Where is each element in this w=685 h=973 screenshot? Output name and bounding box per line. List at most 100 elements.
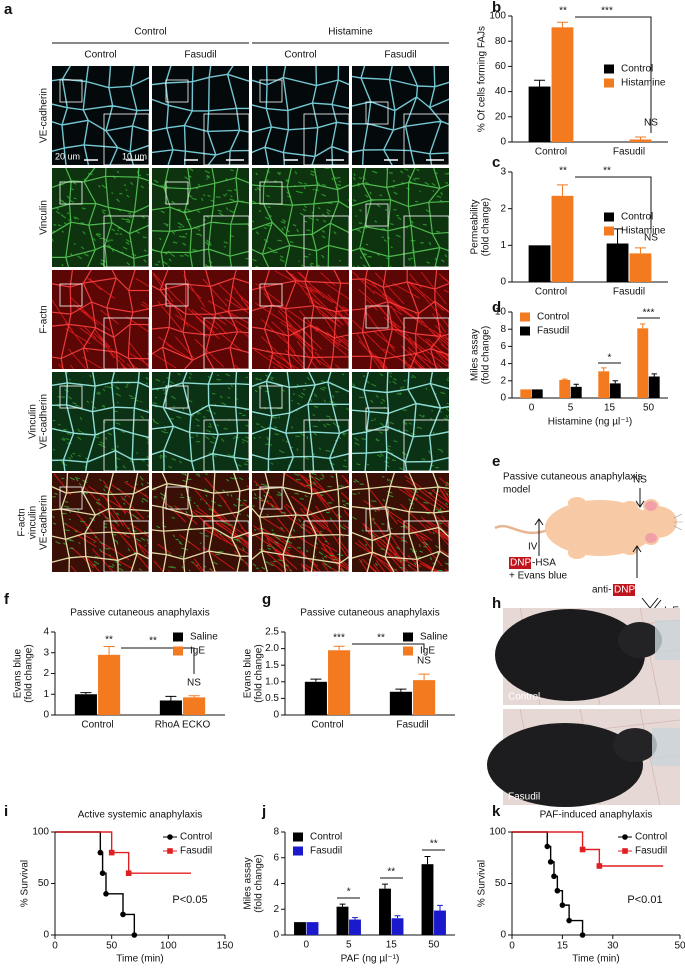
y-tick-label: 40 <box>495 86 507 97</box>
inset-box <box>59 283 83 307</box>
inset <box>203 419 249 471</box>
micrograph-signal <box>252 473 349 572</box>
marker <box>554 887 561 894</box>
inset-box <box>259 486 283 510</box>
y-tick-label: 3 <box>43 647 49 658</box>
inset <box>203 215 249 267</box>
micrograph-signal <box>352 271 449 369</box>
photo-tube <box>652 728 680 766</box>
micrograph <box>352 168 449 267</box>
micrograph-signal <box>252 66 349 165</box>
legend-label: IgE <box>190 646 205 657</box>
y-axis-label: (fold change) <box>254 854 265 912</box>
micrograph-signal <box>352 270 449 369</box>
panel-letter: e <box>492 453 500 470</box>
error-bar <box>651 373 657 377</box>
y-tick-label: 60 <box>495 61 507 72</box>
significance-bracket <box>575 176 652 229</box>
y-tick-label: 50 <box>38 878 50 889</box>
antibody-prefix: anti- <box>592 585 611 596</box>
legend-label: Fasudil <box>310 846 342 857</box>
photo-label: Control <box>508 692 540 703</box>
photo-mouse <box>495 609 645 701</box>
y-tick-label: 8 <box>500 324 506 335</box>
group-header: Control <box>134 27 166 38</box>
panel-e: e Passive cutaneous anaphylaxis model NS… <box>492 453 683 620</box>
micrograph-signal <box>252 473 349 572</box>
micrograph-signal <box>52 270 149 369</box>
marker <box>579 846 586 853</box>
micrograph <box>352 270 449 369</box>
y-tick-label: 0.5 <box>265 693 279 704</box>
x-tick-label: 50 <box>643 403 655 414</box>
micrograph-signal <box>252 168 349 267</box>
y-axis-label: % Survival <box>477 860 488 907</box>
significance: ** <box>430 839 438 850</box>
legend-swatch <box>520 326 530 336</box>
micrograph <box>152 168 249 267</box>
y-tick-label: 8 <box>273 827 279 838</box>
y-tick-label: 0 <box>43 930 49 941</box>
significance: NS <box>644 233 658 244</box>
inset-box <box>259 385 283 409</box>
micrograph-signal <box>152 473 249 572</box>
y-axis-label: Evans blue <box>13 648 24 698</box>
y-tick-label: 100 <box>489 827 506 838</box>
mouse-leg <box>568 547 586 559</box>
bar <box>609 383 621 398</box>
legend-label: Histamine <box>621 226 666 237</box>
error-bar <box>339 903 346 907</box>
legend-swatch <box>520 312 530 322</box>
chart-title: PAF-induced anaphylaxis <box>540 810 653 821</box>
inset <box>403 113 449 165</box>
marker <box>97 849 104 856</box>
significance: ** <box>603 166 611 177</box>
panel-letter: d <box>492 299 501 316</box>
significance: ** <box>105 635 113 646</box>
panel-title: model <box>503 485 530 496</box>
inset <box>103 520 149 572</box>
error-bar <box>188 695 200 698</box>
marker <box>566 917 572 924</box>
mouse-leg <box>622 545 638 555</box>
significance: ** <box>559 6 567 17</box>
bar <box>520 389 532 398</box>
significance: ** <box>377 633 385 644</box>
inset <box>403 215 449 267</box>
y-axis-label: % Of cells forming FAJs <box>477 26 488 132</box>
panel-letter: b <box>492 0 501 16</box>
legend-label: Control <box>635 832 667 843</box>
y-tick-label: 6 <box>273 852 279 863</box>
legend-label: Fasudil <box>180 846 212 857</box>
inset <box>403 419 449 471</box>
bar <box>389 691 412 715</box>
mouse-body <box>545 500 655 556</box>
mouse-tail <box>494 524 549 535</box>
bar <box>629 253 652 282</box>
bar <box>598 371 610 398</box>
x-axis-label: Histamine (ng µl⁻¹) <box>548 417 632 428</box>
antigen-box <box>509 557 531 569</box>
micrograph-signal <box>152 168 249 267</box>
error-bar <box>534 79 545 87</box>
y-tick-label: 2 <box>500 375 506 386</box>
route-label: IV <box>528 542 538 553</box>
bar <box>294 922 306 935</box>
group-header: Histamine <box>328 27 373 38</box>
bar <box>528 86 551 142</box>
inset-box <box>259 79 283 103</box>
chart-title: Active systemic anaphylaxis <box>78 810 203 821</box>
bar <box>304 681 327 715</box>
micrograph-signal <box>152 168 249 267</box>
bar <box>637 328 649 398</box>
bar <box>379 888 391 935</box>
x-tick-label: 15 <box>386 940 398 951</box>
micrograph-signal <box>354 475 449 572</box>
photo-tube <box>655 620 680 660</box>
error-bar <box>382 883 388 889</box>
chart-title: Passive cutaneous anaphylaxis <box>300 608 440 619</box>
x-tick-label: 5 <box>346 940 352 951</box>
error-bar <box>562 378 568 380</box>
bar <box>336 906 349 935</box>
micrograph-signal <box>52 277 149 369</box>
